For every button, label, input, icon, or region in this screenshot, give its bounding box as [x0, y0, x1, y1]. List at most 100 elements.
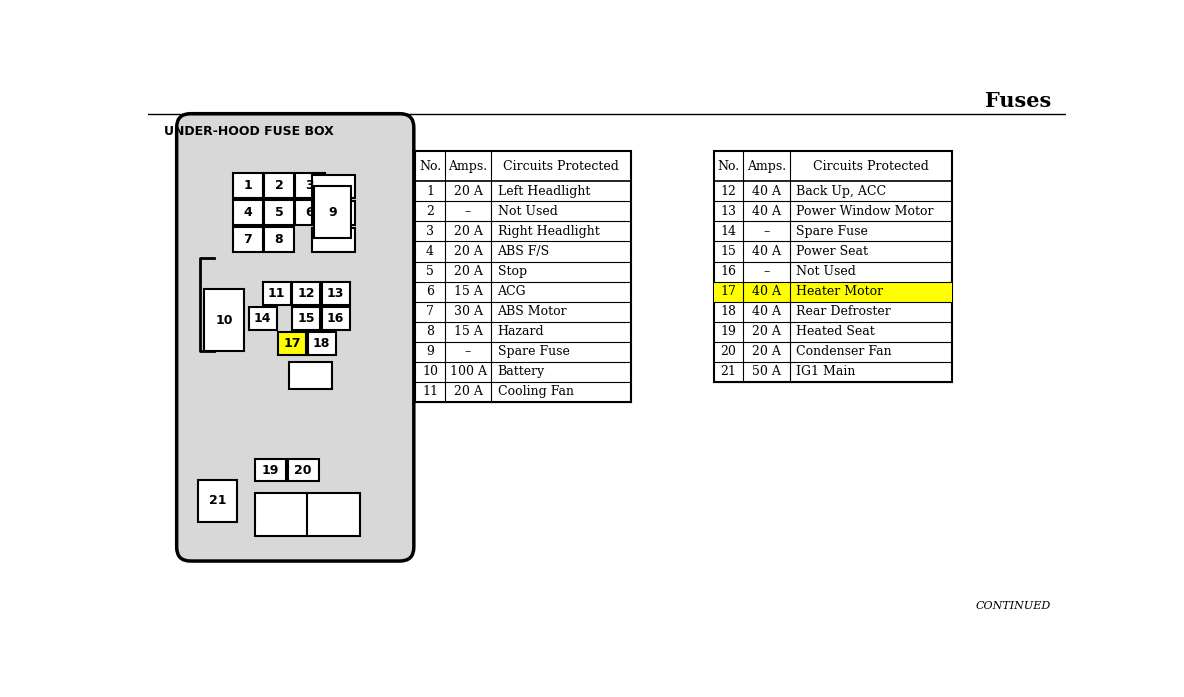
Text: Rear Defroster: Rear Defroster [796, 305, 890, 318]
Text: 20 A: 20 A [752, 325, 781, 338]
Text: –: – [465, 205, 471, 218]
Bar [292, 307, 320, 330]
Text: –: – [764, 265, 770, 278]
Bar [255, 459, 287, 481]
Text: 21: 21 [721, 365, 736, 378]
Bar [322, 282, 349, 305]
Bar [233, 173, 263, 198]
Text: 2: 2 [275, 178, 283, 192]
Text: 13: 13 [721, 205, 736, 218]
Text: Amps.: Amps. [747, 160, 786, 173]
Text: 3: 3 [426, 225, 435, 238]
Text: 20 A: 20 A [453, 185, 483, 198]
Bar [289, 362, 332, 388]
Bar [199, 480, 237, 522]
Text: 20 A: 20 A [453, 245, 483, 258]
Text: 12: 12 [297, 286, 315, 300]
Text: Battery: Battery [497, 365, 545, 378]
Text: Right Headlight: Right Headlight [497, 225, 599, 238]
Text: Not Used: Not Used [796, 265, 856, 278]
Text: 3: 3 [305, 178, 314, 192]
Bar [322, 307, 349, 330]
Text: UNDER-HOOD FUSE BOX: UNDER-HOOD FUSE BOX [163, 125, 333, 138]
Text: Hazard: Hazard [497, 325, 545, 338]
Text: 20: 20 [721, 345, 736, 358]
Text: Circuits Protected: Circuits Protected [813, 160, 929, 173]
Text: Condenser Fan: Condenser Fan [796, 345, 892, 358]
Text: 20: 20 [295, 464, 311, 477]
Text: 8: 8 [275, 233, 283, 245]
Text: 1: 1 [426, 185, 435, 198]
Text: 10: 10 [423, 365, 438, 378]
Text: No.: No. [718, 160, 740, 173]
Bar [714, 151, 952, 382]
Text: 40 A: 40 A [752, 185, 781, 198]
Text: 14: 14 [253, 312, 271, 325]
Text: 5: 5 [426, 265, 435, 278]
Text: Cooling Fan: Cooling Fan [497, 385, 573, 398]
Bar [313, 229, 355, 252]
Text: 10: 10 [215, 314, 233, 326]
Text: 7: 7 [426, 305, 435, 318]
Bar [189, 259, 215, 351]
Text: Heater Motor: Heater Motor [796, 285, 883, 298]
Text: Not Used: Not Used [497, 205, 558, 218]
Bar [313, 175, 355, 199]
Bar [292, 282, 320, 305]
Text: 20 A: 20 A [453, 385, 483, 398]
Text: 4: 4 [244, 206, 252, 219]
Text: –: – [465, 345, 471, 358]
Text: 2: 2 [426, 205, 435, 218]
Text: 19: 19 [262, 464, 279, 477]
Text: ABS F/S: ABS F/S [497, 245, 549, 258]
Text: 16: 16 [721, 265, 736, 278]
Text: 5: 5 [275, 206, 283, 219]
Bar [714, 282, 952, 302]
Text: 18: 18 [721, 305, 736, 318]
Text: 30 A: 30 A [453, 305, 483, 318]
Text: Power Seat: Power Seat [796, 245, 868, 258]
Text: 15 A: 15 A [453, 285, 483, 298]
Text: Spare Fuse: Spare Fuse [497, 345, 570, 358]
Bar [313, 201, 355, 225]
Text: 18: 18 [313, 337, 330, 351]
Text: ACG: ACG [497, 285, 526, 298]
Text: 11: 11 [268, 286, 285, 300]
Text: Stop: Stop [497, 265, 527, 278]
Text: 17: 17 [283, 337, 301, 351]
Text: 15: 15 [721, 245, 736, 258]
Text: Circuits Protected: Circuits Protected [503, 160, 619, 173]
Text: 12: 12 [721, 185, 736, 198]
Text: 50 A: 50 A [752, 365, 781, 378]
Bar [288, 459, 318, 481]
Bar [278, 332, 307, 355]
Text: 40 A: 40 A [752, 285, 781, 298]
Bar [264, 200, 294, 224]
Text: CONTINUED: CONTINUED [976, 601, 1051, 611]
Text: 21: 21 [210, 494, 226, 507]
Text: Amps.: Amps. [449, 160, 488, 173]
Text: 8: 8 [426, 325, 435, 338]
Text: 20 A: 20 A [453, 265, 483, 278]
Text: 9: 9 [328, 206, 336, 219]
Text: 17: 17 [721, 285, 736, 298]
Text: Back Up, ACC: Back Up, ACC [796, 185, 886, 198]
Text: 20 A: 20 A [752, 345, 781, 358]
Text: Spare Fuse: Spare Fuse [796, 225, 868, 238]
Bar [255, 493, 360, 535]
Text: Power Window Motor: Power Window Motor [796, 205, 933, 218]
Bar [233, 227, 263, 252]
Text: 16: 16 [327, 312, 345, 325]
Text: ABS Motor: ABS Motor [497, 305, 567, 318]
Bar [249, 307, 277, 330]
Text: 1: 1 [244, 178, 252, 192]
Bar [204, 289, 244, 351]
Text: IG1 Main: IG1 Main [796, 365, 855, 378]
Text: –: – [764, 225, 770, 238]
Bar [295, 173, 324, 198]
Bar [264, 227, 294, 252]
Bar [263, 282, 290, 305]
Text: Heated Seat: Heated Seat [796, 325, 875, 338]
Text: 6: 6 [305, 206, 314, 219]
Text: 14: 14 [721, 225, 736, 238]
